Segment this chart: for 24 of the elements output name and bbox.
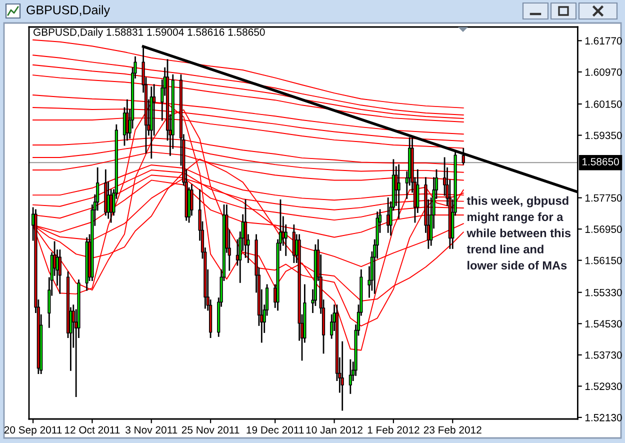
chart-title: GBPUSD,Daily — [26, 5, 110, 17]
y-tick-label: 1.60970 — [585, 68, 622, 76]
x-tick-label: 10 Jan 2012 — [306, 426, 362, 434]
y-tick-label: 1.61770 — [585, 37, 622, 45]
x-tick-label: 20 Sep 2011 — [4, 426, 62, 436]
y-tick-label: 1.54530 — [585, 320, 622, 328]
x-tick-label: 1 Feb 2012 — [368, 426, 420, 434]
y-tick-label: 1.52930 — [585, 382, 622, 390]
y-tick-label: 1.53730 — [585, 351, 622, 359]
ref-line-label: 1.58650 — [582, 158, 619, 166]
x-tick-label: 3 Nov 2011 — [126, 426, 178, 434]
x-tick-label: 25 Nov 2011 — [182, 426, 240, 434]
x-tick-label: 12 Oct 2011 — [65, 426, 120, 434]
x-tick-label: 23 Feb 2012 — [424, 426, 482, 434]
y-tick-label: 1.57750 — [585, 194, 622, 202]
y-tick-label: 1.52130 — [585, 414, 622, 422]
y-tick-label: 1.56950 — [585, 226, 622, 233]
y-tick-label: 1.59350 — [585, 132, 622, 140]
chart-subtitle: GBPUSD,Daily 1.58831 1.59004 1.58616 1.58650 — [34, 28, 265, 38]
y-tick-label: 1.55330 — [585, 288, 622, 296]
x-tick-label: 19 Dec 2011 — [246, 426, 304, 434]
y-tick-label: 1.60150 — [585, 100, 622, 108]
annotation: this week, gbpusd might range for a while between this trend line and lower side of MAs — [466, 196, 571, 270]
y-tick-label: 1.56150 — [585, 256, 622, 264]
